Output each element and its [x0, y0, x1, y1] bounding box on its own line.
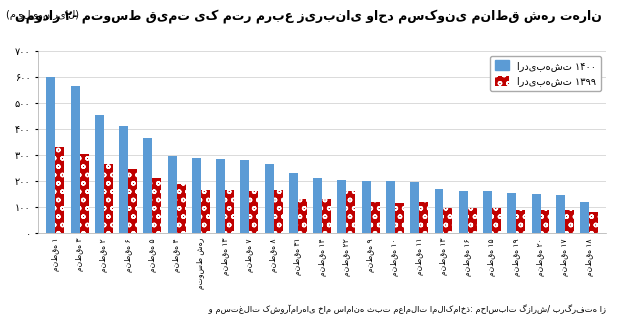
- Bar: [55, 147, 65, 233]
- Bar: [516, 210, 525, 233]
- Bar: [556, 195, 564, 233]
- Bar: [410, 182, 419, 233]
- Bar: [143, 138, 152, 233]
- Bar: [289, 173, 298, 233]
- Bar: [483, 191, 492, 233]
- Bar: [298, 199, 307, 233]
- Bar: [313, 178, 322, 233]
- Bar: [589, 212, 598, 233]
- Bar: [95, 114, 104, 233]
- Bar: [459, 191, 468, 233]
- Bar: [71, 86, 79, 233]
- Bar: [176, 184, 186, 233]
- Bar: [371, 202, 379, 233]
- Bar: [192, 158, 201, 233]
- Bar: [128, 169, 137, 233]
- Bar: [274, 190, 283, 233]
- Bar: [492, 208, 501, 233]
- Bar: [322, 199, 331, 233]
- Legend: اردیبهشت ۱۴۰۰, اردیبهشت ۱۳۹۹: اردیبهشت ۱۴۰۰, اردیبهشت ۱۳۹۹: [490, 55, 601, 91]
- Text: (میلیون ریال): (میلیون ریال): [6, 10, 79, 21]
- Bar: [250, 191, 258, 233]
- Bar: [362, 181, 371, 233]
- Text: نمودار ۲- متوسط قیمت یک متر مربع زیربنای واحد مسکونی مناطق شهر تهران: نمودار ۲- متوسط قیمت یک متر مربع زیربنای…: [16, 10, 602, 23]
- Bar: [79, 154, 89, 233]
- Text: و مستغلات کشورآمارهای خام سامانه ثبت معاملات املاکماخذ: محاسبات گزارش/ برگرفته ا: و مستغلات کشورآمارهای خام سامانه ثبت معا…: [206, 304, 609, 314]
- Bar: [507, 193, 516, 233]
- Bar: [225, 190, 234, 233]
- Bar: [540, 210, 550, 233]
- Bar: [337, 180, 347, 233]
- Bar: [419, 202, 428, 233]
- Bar: [564, 210, 574, 233]
- Bar: [168, 156, 176, 233]
- Bar: [468, 208, 477, 233]
- Bar: [435, 189, 443, 233]
- Bar: [47, 77, 55, 233]
- Bar: [265, 164, 274, 233]
- Bar: [386, 181, 395, 233]
- Bar: [201, 190, 210, 233]
- Bar: [580, 202, 589, 233]
- Bar: [395, 203, 404, 233]
- Bar: [119, 126, 128, 233]
- Bar: [240, 160, 250, 233]
- Bar: [216, 159, 225, 233]
- Bar: [532, 194, 540, 233]
- Bar: [152, 178, 161, 233]
- Bar: [104, 164, 113, 233]
- Bar: [443, 208, 453, 233]
- Bar: [347, 191, 355, 233]
